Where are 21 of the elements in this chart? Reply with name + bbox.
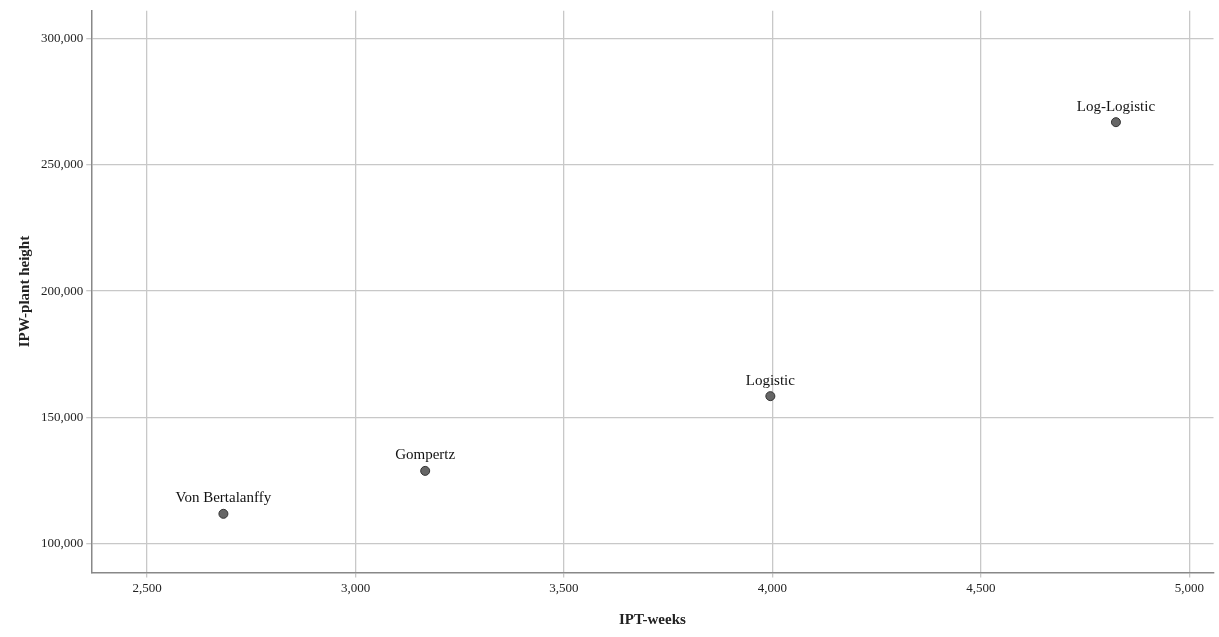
point bbox=[765, 391, 776, 402]
y-tick-label: 150,000 bbox=[41, 408, 84, 424]
y-tick-label: 200,000 bbox=[41, 282, 84, 298]
x-tick-label: 4,500 bbox=[966, 579, 996, 595]
point bbox=[218, 508, 229, 519]
y-axis-title: IPW-plant height bbox=[15, 235, 32, 348]
x-tick-label: 5,000 bbox=[1174, 579, 1204, 595]
x-axis-title: IPT-weeks bbox=[618, 610, 687, 627]
x-tick-label: 3,500 bbox=[549, 579, 579, 595]
annotation: Logistic bbox=[745, 371, 796, 388]
y-tick-label: 250,000 bbox=[41, 156, 84, 172]
y-tick-label: 300,000 bbox=[41, 30, 84, 45]
x-tick-label: 3,000 bbox=[340, 579, 371, 595]
annotation: Gompertz bbox=[395, 446, 456, 463]
y-tick-label: 100,000 bbox=[41, 535, 84, 551]
annotation: Log-Logistic bbox=[1076, 97, 1156, 114]
point bbox=[420, 465, 431, 476]
x-tick-label: 2,500 bbox=[132, 579, 162, 595]
x-tick-label: 4,000 bbox=[757, 579, 788, 595]
annotation: Von Bertalanffy bbox=[175, 489, 272, 506]
point bbox=[1110, 117, 1121, 128]
